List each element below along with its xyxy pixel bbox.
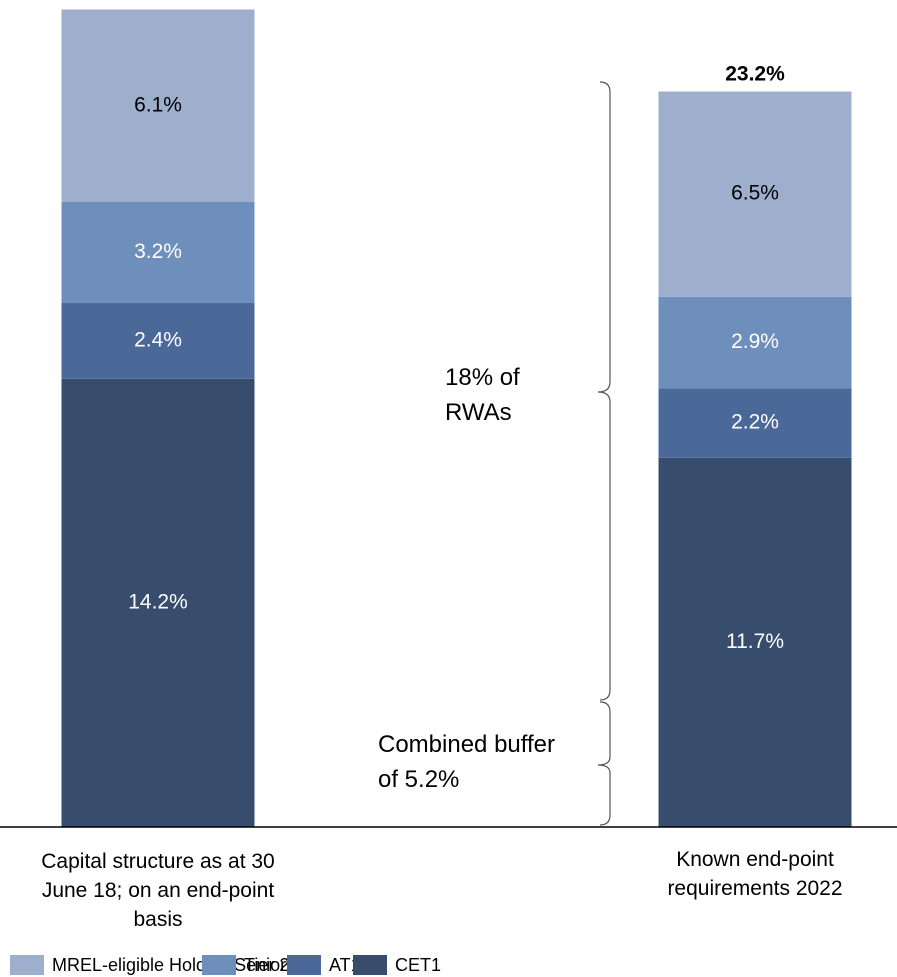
annotation: 18% of RWAs bbox=[445, 364, 520, 426]
legend-label: CET1 bbox=[395, 955, 441, 975]
bar-segment bbox=[61, 202, 255, 304]
bar-segment bbox=[61, 9, 255, 203]
value-label: 3.2% bbox=[134, 240, 182, 263]
value-label: 6.5% bbox=[731, 182, 779, 205]
value-label: 2.2% bbox=[731, 411, 779, 434]
value-label: 6.1% bbox=[134, 93, 182, 116]
bar-segment bbox=[61, 378, 255, 827]
value-label: 11.7% bbox=[726, 630, 784, 653]
bar-segment bbox=[658, 388, 852, 458]
bar-segment bbox=[658, 296, 852, 389]
annotation: Combined buffer of 5.2% bbox=[378, 731, 555, 793]
legend-label: AT1 bbox=[329, 955, 361, 975]
legend-swatch bbox=[353, 955, 387, 975]
legend-swatch bbox=[202, 955, 236, 975]
value-label: 2.4% bbox=[134, 328, 182, 351]
total-label: 23.2% bbox=[725, 63, 785, 86]
brace bbox=[597, 81, 611, 701]
bar-segment bbox=[658, 91, 852, 297]
bar-segment bbox=[61, 303, 255, 379]
brace bbox=[597, 701, 611, 826]
x-tick-label: Capital structure as at 30 June 18; on a… bbox=[41, 850, 275, 931]
x-tick-label: Known end-point requirements 2022 bbox=[667, 848, 843, 900]
legend-swatch bbox=[287, 955, 321, 975]
legend-swatch bbox=[10, 955, 44, 975]
value-label: 2.9% bbox=[731, 330, 779, 353]
bar-segment bbox=[658, 457, 852, 827]
value-label: 14.2% bbox=[128, 590, 188, 613]
legend-label: Tier 2 bbox=[244, 955, 289, 975]
